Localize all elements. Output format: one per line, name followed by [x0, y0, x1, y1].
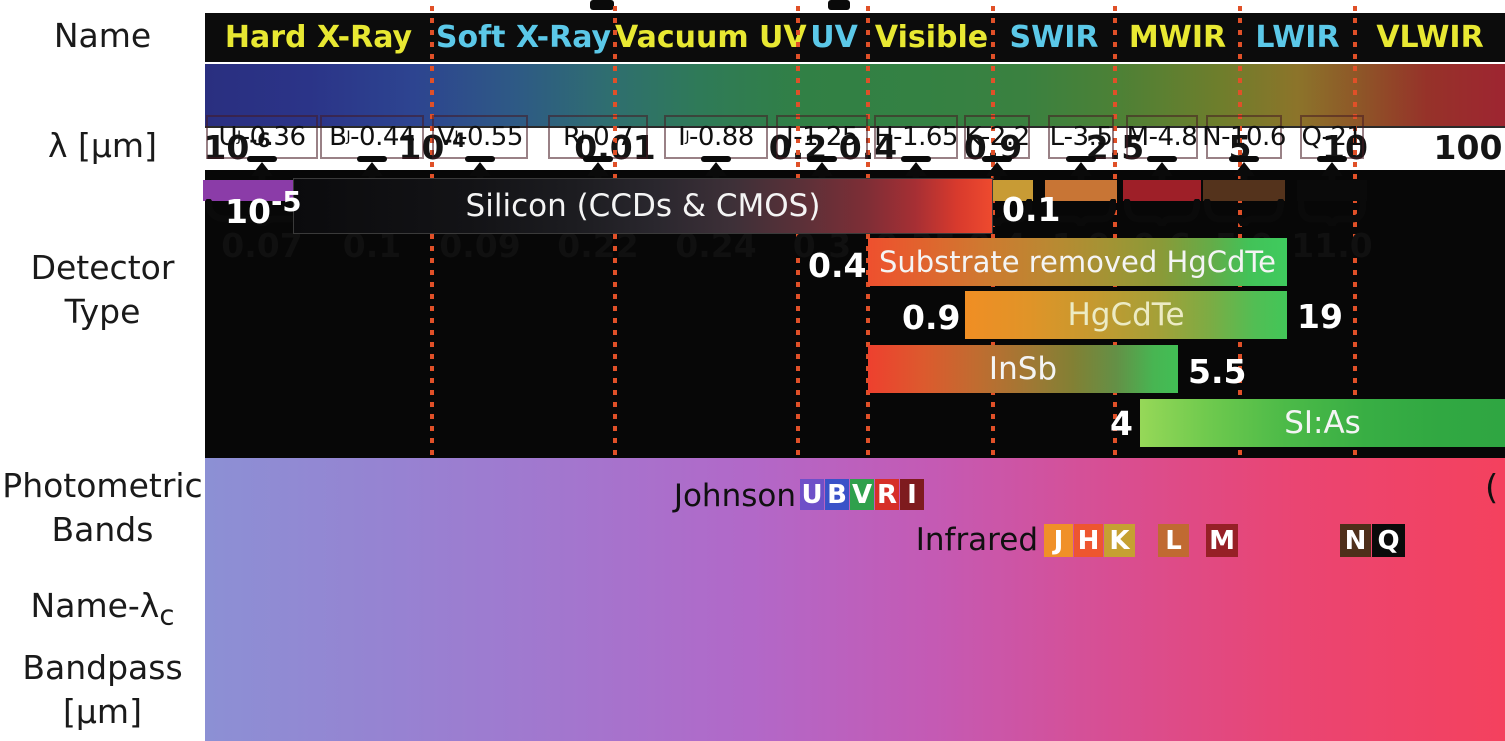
band-center-label: I J -0.88 — [664, 115, 768, 159]
photometric-item-i: I J -0.88 0.24 — [661, 0, 771, 283]
detector-bar-insb: InSb — [868, 345, 1178, 393]
row-label-bandpass: Bandpass [μm] — [22, 648, 183, 731]
underbrace-icon — [1046, 199, 1116, 226]
band-center-label: R J -0.7 — [548, 115, 648, 159]
underbrace-icon — [1204, 199, 1284, 226]
infrared-chip-h: H — [1074, 524, 1103, 557]
johnson-chip-v: V — [850, 479, 874, 510]
row-label-name: Name — [53, 16, 152, 55]
band-name-uv: UV — [810, 20, 858, 55]
photometric-item-v: V J -0.55 0.09 — [429, 0, 531, 283]
band-name-vlwir: VLWIR — [1376, 20, 1484, 55]
johnson-chip-i: I — [900, 479, 924, 510]
underbrace-icon — [1124, 199, 1200, 226]
band-name-soft-xray: Soft X-Ray — [435, 20, 612, 55]
silicon-max-label: 0.1 — [1002, 190, 1061, 229]
infrared-chip-j: J — [1044, 524, 1073, 557]
insb-max-label: 5.5 — [1188, 352, 1247, 391]
substrate-min-label: 0.4 — [808, 246, 867, 285]
band-center-label: B J -0.44 — [320, 115, 424, 159]
infrared-chip-m: M — [1206, 524, 1238, 557]
johnson-label: Johnson — [673, 478, 796, 514]
band-center-label: U J -0.36 — [206, 115, 318, 159]
band-center-label: J -1.25 — [776, 115, 868, 159]
band-center-label: Q -21 — [1300, 115, 1364, 159]
tick-1e-4: 10-4 — [398, 128, 466, 167]
infrared-chip-l: L — [1158, 524, 1189, 557]
band-center-label: H -1.65 — [874, 115, 958, 159]
band-center-label: N -10.6 — [1202, 115, 1286, 159]
detector-bar-hgcdte: HgCdTe — [965, 291, 1287, 339]
spectrum-gradient-strip — [205, 64, 1505, 128]
johnson-chip-b: B — [825, 479, 849, 510]
tick-100: 100 — [1433, 128, 1503, 167]
bandpass-swatch — [1045, 180, 1117, 201]
band-name-vacuum-uv: Vacuum UV — [615, 20, 807, 55]
band-center-label: K -2.2 — [964, 115, 1030, 159]
bandpass-swatch — [203, 180, 321, 201]
spectrum-name-bar: Hard X-Ray Soft X-Ray Vacuum UV UV Visib… — [205, 13, 1505, 62]
guide-line-2.5 — [1113, 6, 1117, 457]
infrared-chip-n: N — [1340, 524, 1371, 557]
detector-bar-substrate-removed-hgcdte: Substrate removed HgCdTe — [868, 238, 1287, 286]
hgcdte-max-label: 19 — [1297, 297, 1343, 336]
bandpass-swatch — [1123, 180, 1201, 201]
detector-bar-si-as: SI:As — [1140, 399, 1505, 447]
photometric-item-u: U J -0.36 0.07 — [203, 0, 321, 283]
edge-paren-mark: ( — [1485, 468, 1499, 508]
row-label-detector-type: Detector Type — [30, 248, 175, 331]
band-name-lwir: LWIR — [1255, 20, 1340, 55]
band-name-swir: SWIR — [1009, 20, 1099, 55]
infrared-chip-q: Q — [1372, 524, 1405, 557]
photometric-item-r: R J -0.7 0.22 — [545, 0, 651, 283]
guide-line-5 — [1238, 6, 1242, 457]
guide-line-10 — [1353, 6, 1357, 457]
johnson-chip-u: U — [800, 479, 824, 510]
infrared-chip-k: K — [1104, 524, 1135, 557]
hgcdte-min-label: 0.9 — [902, 298, 961, 337]
bandpass-swatch — [1203, 180, 1285, 201]
guide-line-0.9 — [991, 6, 995, 457]
detector-bar-silicon: Silicon (CCDs & CMOS) — [293, 178, 993, 234]
photometric-item-b: B J -0.44 0.1 — [317, 0, 427, 283]
bandpass-value: 0.07 — [221, 226, 303, 265]
band-center-label: L -3.5 — [1048, 115, 1114, 159]
row-label-name-lambda-c: Name-λc — [30, 586, 175, 632]
bandpass-value: 11.0 — [1291, 226, 1373, 265]
cropped-text-artifact — [590, 0, 614, 10]
band-center-label: V J -0.55 — [432, 115, 528, 159]
band-name-visible: Visible — [874, 20, 989, 55]
band-name-hard-xray: Hard X-Ray — [224, 20, 413, 55]
silicon-min-label: 10-5 — [225, 186, 302, 231]
cropped-text-artifact — [828, 0, 850, 10]
infrared-label: Infrared — [915, 522, 1038, 558]
photometric-item-q: Q -21 11.0 — [1291, 0, 1373, 283]
row-label-wavelength: λ [μm] — [48, 126, 157, 165]
band-name-mwir: MWIR — [1128, 20, 1227, 55]
si-as-min-label: 4 — [1110, 404, 1133, 443]
band-center-label: M -4.8 — [1126, 115, 1198, 159]
tick-1e-6: 10-6 — [203, 128, 271, 167]
johnson-chip-r: R — [875, 479, 899, 510]
underbrace-icon — [1298, 199, 1366, 226]
bandpass-swatch — [1297, 180, 1367, 201]
row-label-photometric-bands: Photometric Bands — [2, 466, 203, 549]
